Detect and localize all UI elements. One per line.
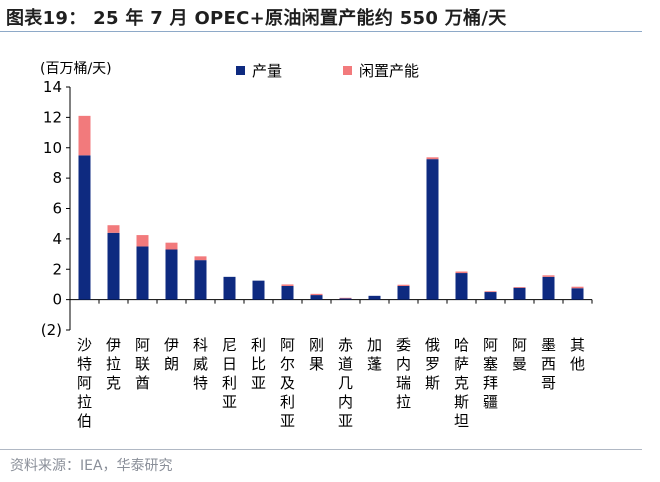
x-tick-label: 其他 [570,336,585,373]
bar-production [78,155,91,300]
y-tick-label: (2) [41,321,62,339]
y-tick-label: 10 [43,139,62,157]
page-title: 图表19： 25 年 7 月 OPEC+原油闲置产能约 550 万桶/天 [6,8,507,29]
x-tick-label: 尼日利亚 [222,336,237,411]
x-tick-label: 沙特阿拉伯 [77,336,92,430]
bar-spare-capacity [484,291,497,293]
x-tick-label: 科威特 [193,336,208,392]
bar-spare-capacity [136,235,149,247]
bar-production [310,295,323,300]
x-tick-label: 墨西哥 [541,336,556,392]
legend-swatch [343,66,352,75]
y-tick-label: 8 [52,169,62,187]
y-tick-label: 0 [52,291,62,309]
x-tick-label: 哈萨克斯坦 [454,336,469,430]
bar-spare-capacity [542,275,555,277]
y-tick-label: 12 [43,108,62,126]
bar-production [165,249,178,300]
x-tick-label: 加蓬 [367,336,382,373]
x-tick-label: 赤道几内亚 [338,336,353,430]
bar-production [426,159,439,300]
x-tick-label: 阿尔及利亚 [280,336,295,430]
legend-label: 产量 [252,62,282,80]
footer-divider [0,449,642,450]
legend: 产量 闲置产能 [236,62,419,80]
bar-production [397,285,410,300]
x-tick-label: 俄罗斯 [425,336,440,392]
y-tick-label: 14 [43,78,62,96]
bar-spare-capacity [165,242,178,250]
bar-production [223,276,236,300]
x-tick-label: 伊拉克 [106,336,121,392]
bar-production [252,280,265,300]
bar-production [571,288,584,300]
x-tick-label: 利比亚 [251,336,266,392]
y-axis-unit-label: (百万桶/天) [40,61,112,77]
bar-spare-capacity [571,286,584,289]
bar-spare-capacity [194,256,207,261]
bar-spare-capacity [426,157,439,160]
bar-production [194,260,207,300]
x-axis-labels: 沙特阿拉伯伊拉克阿联酋伊朗科威特尼日利亚利比亚阿尔及利亚刚果赤道几内亚加蓬委内瑞… [77,336,585,430]
bar-production [339,298,352,300]
bar-spare-capacity [513,287,526,288]
y-tick-label: 4 [52,230,62,248]
bar-production [513,287,526,300]
x-tick-label: 刚果 [309,336,324,373]
bar-spare-capacity [397,284,410,286]
x-tick-label: 阿曼 [512,336,527,373]
bars [78,115,584,300]
bar-spare-capacity [339,297,352,299]
bar-spare-capacity [455,271,468,274]
bar-production [368,295,381,300]
bar-production [136,246,149,300]
bar-production [107,232,120,300]
bar-spare-capacity [281,284,294,286]
axes: (2) 0 2 4 6 8 10 12 14 [41,78,593,339]
x-tick-label: 委内瑞拉 [396,336,411,411]
x-tick-label: 伊朗 [164,336,179,373]
title-divider [0,31,642,32]
y-tick-label: 6 [52,200,62,218]
x-tick-label: 阿塞拜疆 [483,336,498,411]
legend-swatch [236,66,245,75]
bar-spare-capacity [310,293,323,296]
legend-label: 闲置产能 [359,62,419,80]
bar-spare-capacity [107,225,120,233]
bar-production [455,273,468,300]
y-tick-label: 2 [52,260,62,278]
bar-production [484,292,497,300]
bar-production [542,276,555,300]
bar-production [281,285,294,300]
bar-spare-capacity [78,115,91,156]
source-note: 资料来源：IEA，华泰研究 [10,458,173,474]
x-tick-label: 阿联酋 [135,336,150,392]
